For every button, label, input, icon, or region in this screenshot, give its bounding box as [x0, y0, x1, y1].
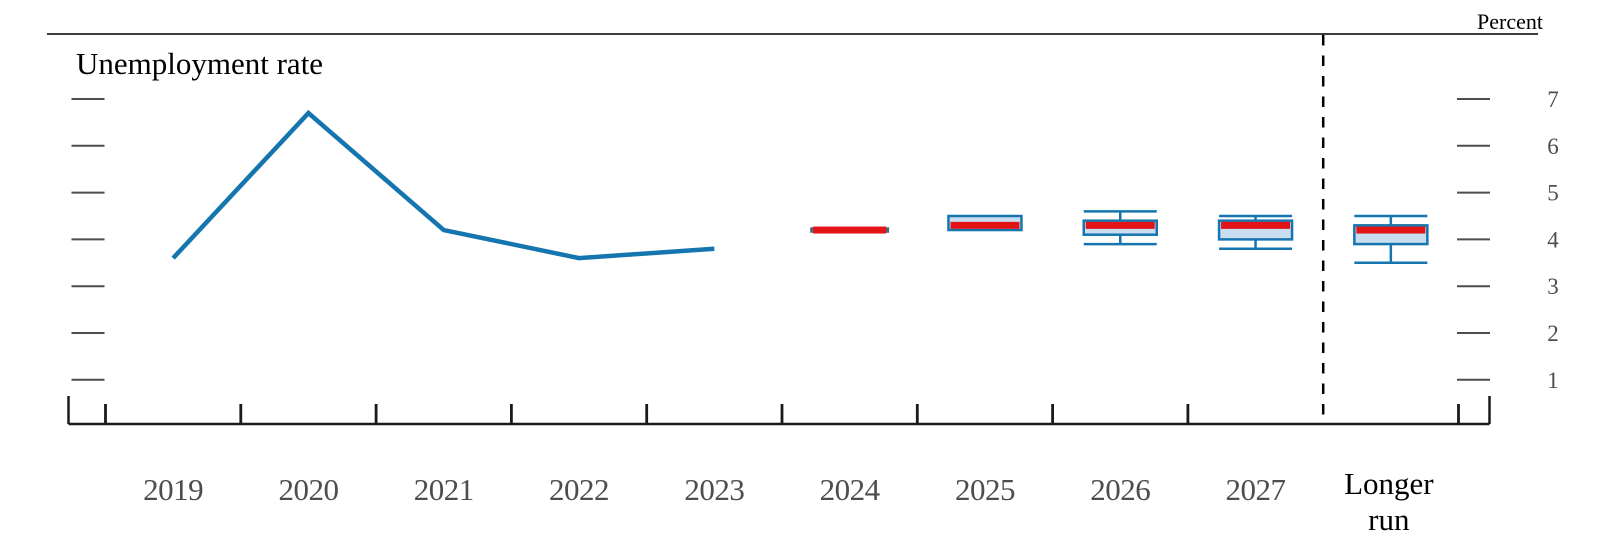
y-tick-label-4: 4 — [1547, 227, 1559, 252]
x-year-label-2023: 2023 — [684, 472, 744, 507]
y-tick-label-1: 1 — [1547, 368, 1559, 393]
y-tick-label-5: 5 — [1547, 181, 1559, 206]
y-tick-label-2: 2 — [1547, 321, 1559, 346]
x-year-label-2021: 2021 — [414, 472, 474, 507]
median-bar-2026 — [1085, 221, 1155, 229]
y-tick-label-7: 7 — [1547, 87, 1559, 112]
y-tick-label-3: 3 — [1547, 274, 1559, 299]
x-year-label-2020: 2020 — [278, 472, 338, 507]
y-tick-label-6: 6 — [1547, 134, 1559, 159]
median-bar-2024 — [813, 226, 887, 234]
median-bar-2027 — [1221, 221, 1291, 229]
x-year-label-2027: 2027 — [1226, 472, 1286, 507]
median-bar-longer-run — [1356, 226, 1426, 234]
historical-unemployment-line — [171, 109, 715, 261]
x-year-label-2026: 2026 — [1090, 472, 1150, 507]
x-year-label-2024: 2024 — [820, 472, 881, 507]
median-bar-2025 — [950, 221, 1020, 229]
x-year-label-2019: 2019 — [143, 472, 203, 507]
chart-title: Unemployment rate — [76, 46, 323, 81]
x-label-longer-run: Longer run — [1344, 466, 1434, 537]
plot-area: 7 6 5 4 3 2 1 2019 2020 2021 2022 2023 2024 2025 2026 2… — [47, 33, 1559, 537]
percent-axis-label: Percent — [1477, 9, 1543, 34]
x-year-label-2022: 2022 — [549, 472, 609, 507]
x-year-label-2025: 2025 — [955, 472, 1015, 507]
